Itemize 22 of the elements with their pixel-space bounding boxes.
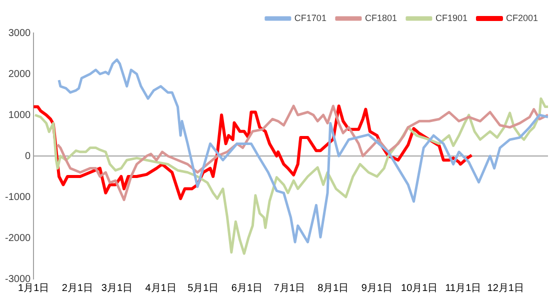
y-tick-label: 3000 xyxy=(8,28,32,39)
legend-label: CF1901 xyxy=(435,12,468,23)
y-tick-label: 0 xyxy=(25,150,32,162)
legend-label: CF1701 xyxy=(294,12,326,23)
x-tick-label: 11月1日 xyxy=(445,282,482,294)
x-tick-label: 1月1日 xyxy=(18,282,50,294)
x-tick-label: 6月1日 xyxy=(231,282,263,294)
x-tick-label: 2月1日 xyxy=(62,282,93,294)
y-tick-label: -1000 xyxy=(5,192,32,203)
x-tick-label: 12月1日 xyxy=(487,282,524,294)
x-tick-label: 10月1日 xyxy=(401,282,438,294)
x-tick-label: 7月1日 xyxy=(274,282,305,294)
x-tick-label: 4月1日 xyxy=(145,282,176,294)
y-tick-label: 1000 xyxy=(8,110,32,121)
x-tick-label: 8月1日 xyxy=(318,282,349,294)
legend-label: CF2001 xyxy=(506,12,538,23)
legend-label: CF1801 xyxy=(364,12,397,23)
x-tick-label: 5月1日 xyxy=(188,282,219,294)
y-tick-label: -2000 xyxy=(5,232,32,244)
x-tick-label: 9月1日 xyxy=(361,282,393,294)
y-tick-label: 2000 xyxy=(8,68,32,80)
x-tick-label: 3月1日 xyxy=(101,282,133,294)
